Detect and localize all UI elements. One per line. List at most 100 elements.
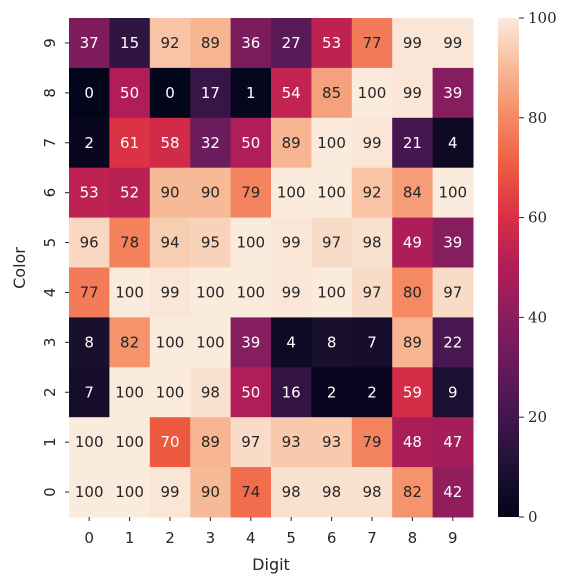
heatmap-cell [432, 317, 474, 368]
heatmap-cell [271, 217, 312, 268]
heatmap-cell [432, 67, 474, 119]
cell-value-label: 100 [196, 283, 225, 301]
cell-value-label: 98 [322, 483, 341, 501]
cell-value-label: 100 [75, 483, 104, 501]
cell-value-label: 100 [317, 134, 346, 152]
cell-value-label: 74 [241, 483, 260, 501]
x-tick-label: 3 [206, 529, 216, 547]
heatmap-cell [311, 117, 353, 169]
cell-value-label: 7 [84, 383, 94, 401]
cell-value-label: 8 [327, 333, 337, 351]
heatmap-cell [311, 167, 353, 219]
cell-value-label: 93 [282, 433, 301, 451]
cell-value-label: 8 [84, 333, 94, 351]
heatmap-cell [109, 317, 151, 368]
cell-value-label: 100 [115, 283, 144, 301]
x-axis-ticks: 0 1 2 3 4 5 6 7 8 9 [84, 517, 458, 547]
heatmap-cell [69, 67, 110, 119]
heatmap-cell [311, 67, 353, 119]
cell-value-label: 7 [367, 333, 377, 351]
heatmap-cell [69, 467, 110, 518]
cell-value-label: 98 [362, 234, 381, 252]
heatmap-cell [432, 267, 474, 318]
cell-value-label: 85 [322, 84, 341, 102]
cell-value-label: 4 [286, 333, 296, 351]
heatmap-cell [230, 67, 272, 119]
colorbar-tick-label: 0 [528, 508, 538, 526]
cell-value-label: 96 [80, 234, 99, 252]
heatmap-cell [351, 67, 393, 119]
cell-value-label: 89 [201, 34, 220, 52]
cell-value-label: 70 [160, 433, 179, 451]
heatmap-cell [392, 167, 434, 219]
heatmap-cell [351, 267, 393, 318]
heatmap-cell [230, 18, 272, 69]
heatmap-cell [149, 18, 191, 69]
heatmap-cell [392, 117, 434, 169]
cell-value-label: 58 [160, 134, 179, 152]
heatmap-cell [311, 18, 353, 69]
cell-value-label: 89 [282, 134, 301, 152]
heatmap-cell [271, 467, 312, 518]
heatmap-cell [149, 417, 191, 468]
cell-value-label: 100 [115, 483, 144, 501]
heatmap-cell [311, 367, 353, 418]
heatmap-cell [69, 417, 110, 468]
heatmap-cell [190, 317, 232, 368]
cell-value-label: 50 [241, 383, 260, 401]
y-tick-label: 2 [41, 387, 59, 397]
cell-value-label: 1 [246, 84, 256, 102]
colorbar-tick-label: 100 [528, 9, 557, 27]
cell-value-label: 99 [282, 234, 301, 252]
cell-value-label: 94 [160, 234, 179, 252]
heatmap-cell [109, 117, 151, 169]
y-tick-label: 3 [41, 338, 59, 348]
cell-value-label: 100 [236, 234, 265, 252]
cell-value-label: 39 [443, 234, 462, 252]
heatmap-cell [392, 467, 434, 518]
cell-value-label: 48 [403, 433, 422, 451]
cell-value-label: 21 [403, 134, 422, 152]
x-tick-label: 5 [286, 529, 296, 547]
heatmap-cell [351, 317, 393, 368]
cell-value-label: 90 [201, 483, 220, 501]
y-tick-label: 0 [41, 487, 59, 497]
cell-value-label: 22 [443, 333, 462, 351]
heatmap-cell [69, 18, 110, 69]
cell-value-label: 100 [75, 433, 104, 451]
y-tick-label: 4 [41, 288, 59, 298]
heatmap-cell [190, 417, 232, 468]
cell-value-label: 4 [448, 134, 458, 152]
x-axis-label: Digit [252, 555, 290, 574]
heatmap-cell [149, 167, 191, 219]
heatmap-cell [69, 117, 110, 169]
cell-value-label: 100 [196, 333, 225, 351]
cell-value-label: 95 [201, 234, 220, 252]
heatmap-cell [432, 117, 474, 169]
cell-value-label: 49 [403, 234, 422, 252]
cell-value-label: 99 [403, 34, 422, 52]
y-tick-label: 8 [41, 88, 59, 98]
cell-value-label: 53 [80, 184, 99, 202]
y-tick-label: 1 [41, 437, 59, 447]
heatmap-cell [69, 317, 110, 368]
colorbar [498, 18, 519, 517]
cell-value-label: 100 [156, 383, 185, 401]
cell-value-label: 42 [443, 483, 462, 501]
cell-value-label: 32 [201, 134, 220, 152]
heatmap-cell [190, 267, 232, 318]
cell-value-label: 99 [160, 283, 179, 301]
x-tick-label: 4 [246, 529, 256, 547]
heatmap-cell [432, 217, 474, 268]
y-tick-label: 7 [41, 138, 59, 148]
heatmap-cell [392, 317, 434, 368]
heatmap-cell [149, 67, 191, 119]
heatmap-cell [69, 217, 110, 268]
heatmap-cell [230, 317, 272, 368]
cell-value-label: 89 [403, 333, 422, 351]
heatmap-cell [109, 467, 151, 518]
cell-value-label: 99 [160, 483, 179, 501]
cell-value-label: 53 [322, 34, 341, 52]
heatmap-cell [432, 167, 474, 219]
